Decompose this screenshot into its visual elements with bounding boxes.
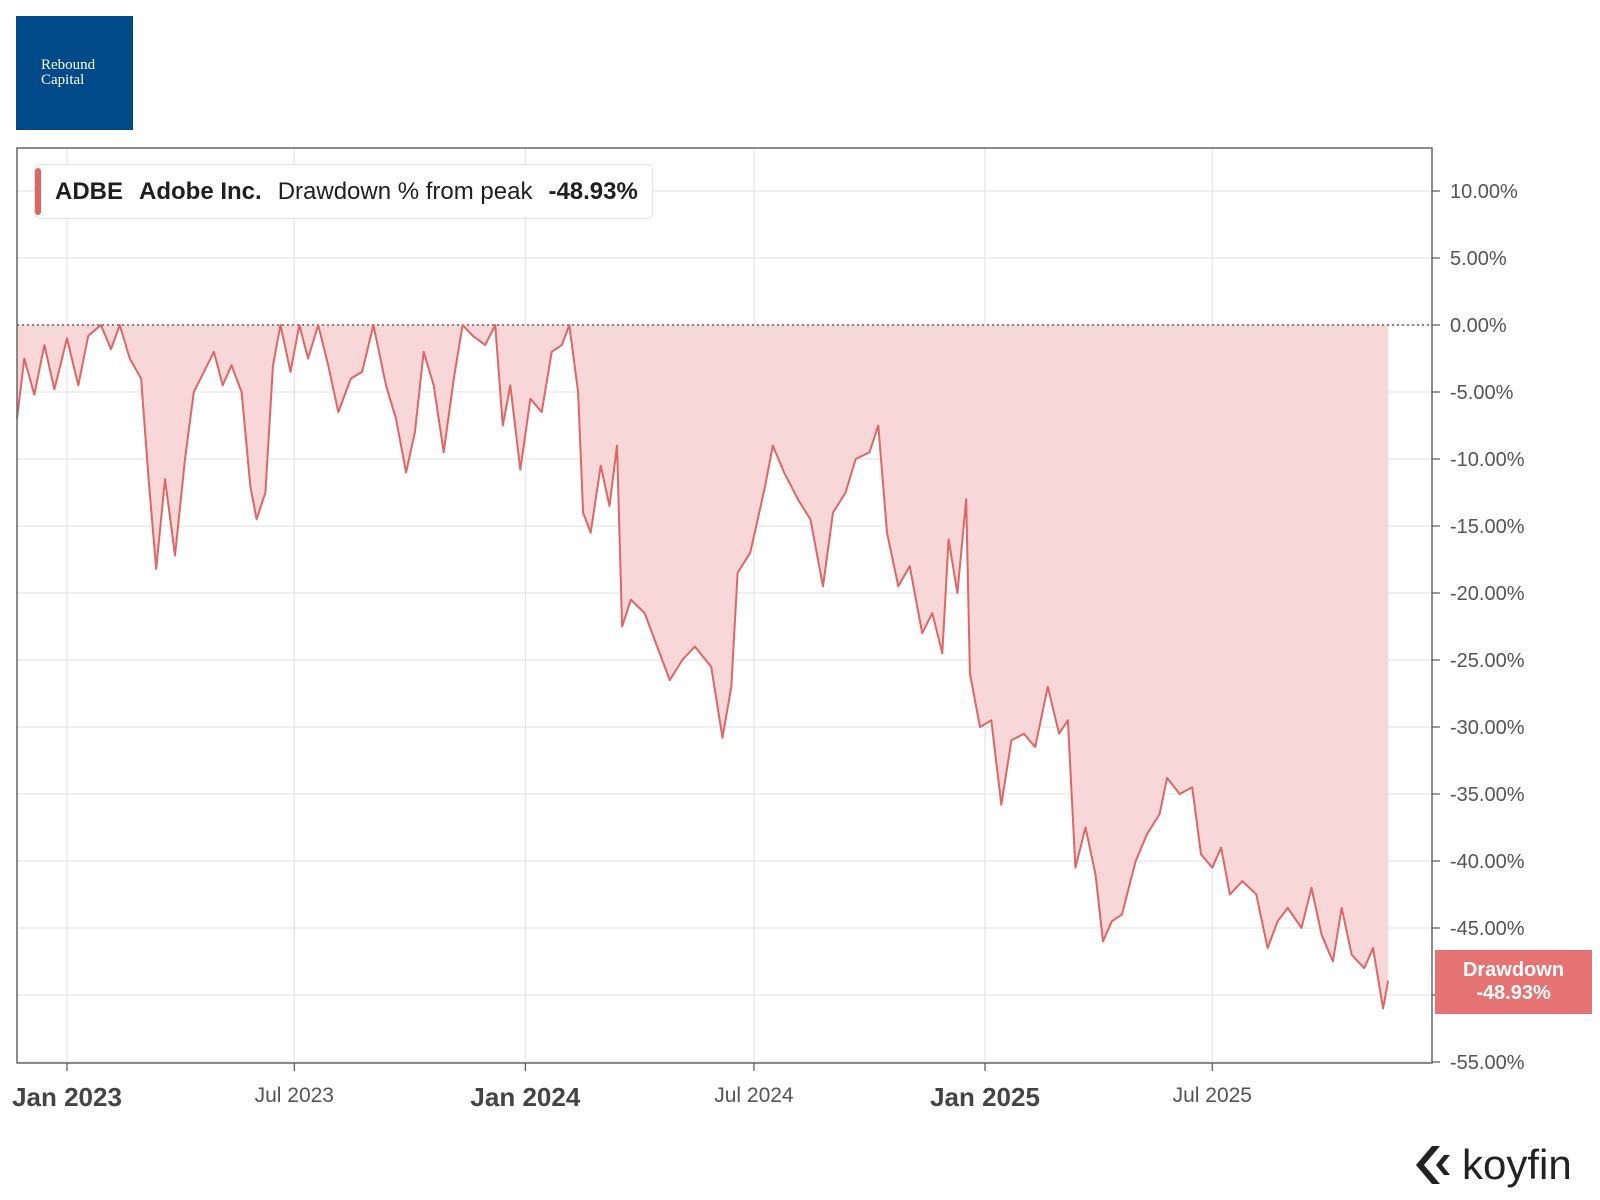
legend-company: Adobe Inc. <box>139 177 262 205</box>
x-tick-label: Jan 2025 <box>930 1082 1040 1112</box>
koyfin-brand: koyfin <box>1412 1140 1572 1190</box>
legend-metric: Drawdown % from peak <box>277 177 533 205</box>
x-tick-label: Jul 2024 <box>714 1084 794 1107</box>
y-tick-label: -30.00% <box>1450 717 1525 739</box>
legend-ticker: ADBE <box>55 177 124 205</box>
plot-frame <box>16 147 1433 1064</box>
drawdown-area <box>17 325 1389 1009</box>
badge-value: -48.93% <box>1476 982 1551 1004</box>
chart-legend[interactable]: ADBE Adobe Inc. Drawdown % from peak -48… <box>34 164 653 219</box>
x-tick-label: Jul 2025 <box>1173 1084 1252 1107</box>
y-tick-label: 5.00% <box>1450 248 1507 270</box>
y-tick-label: -35.00% <box>1450 784 1525 806</box>
logo-line-1: Rebound <box>41 57 96 73</box>
last-value-badge: Drawdown -48.93% <box>1435 950 1592 1014</box>
x-tick-label: Jan 2023 <box>12 1082 122 1112</box>
brand-name: koyfin <box>1462 1141 1572 1188</box>
y-tick-label: 10.00% <box>1450 181 1518 203</box>
rebound-capital-logo: Rebound Capital <box>16 16 133 130</box>
badge-label: Drawdown <box>1462 959 1565 981</box>
legend-color-marker <box>35 168 41 215</box>
y-tick-label: -5.00% <box>1450 382 1514 404</box>
y-tick-label: -20.00% <box>1450 583 1525 605</box>
y-tick-label: -10.00% <box>1450 449 1525 471</box>
drawdown-line <box>16 324 1390 1010</box>
logo-text: Rebound Capital <box>41 58 95 88</box>
y-tick-label: 0.00% <box>1450 315 1507 337</box>
y-tick-label: -55.00% <box>1450 1052 1525 1074</box>
x-tick-label: Jul 2023 <box>255 1084 334 1107</box>
y-axis: 10.00% 5.00% 0.00% -5.00% -10.00% -15.00% -20.… <box>1432 181 1525 1074</box>
x-axis: Jan 2023 Jul 2023 Jan 2024 Jul 2024 Jan 2025… <box>12 1063 1252 1112</box>
y-tick-label: -40.00% <box>1450 851 1525 873</box>
legend-value: -48.93% <box>548 177 638 205</box>
y-tick-label: -15.00% <box>1450 516 1525 538</box>
logo-line-2: Capital <box>41 72 85 88</box>
x-tick-label: Jan 2024 <box>470 1082 580 1112</box>
y-tick-label: -45.00% <box>1450 918 1525 940</box>
koyfin-chevron-icon <box>1416 1146 1450 1184</box>
y-tick-label: -25.00% <box>1450 650 1525 672</box>
